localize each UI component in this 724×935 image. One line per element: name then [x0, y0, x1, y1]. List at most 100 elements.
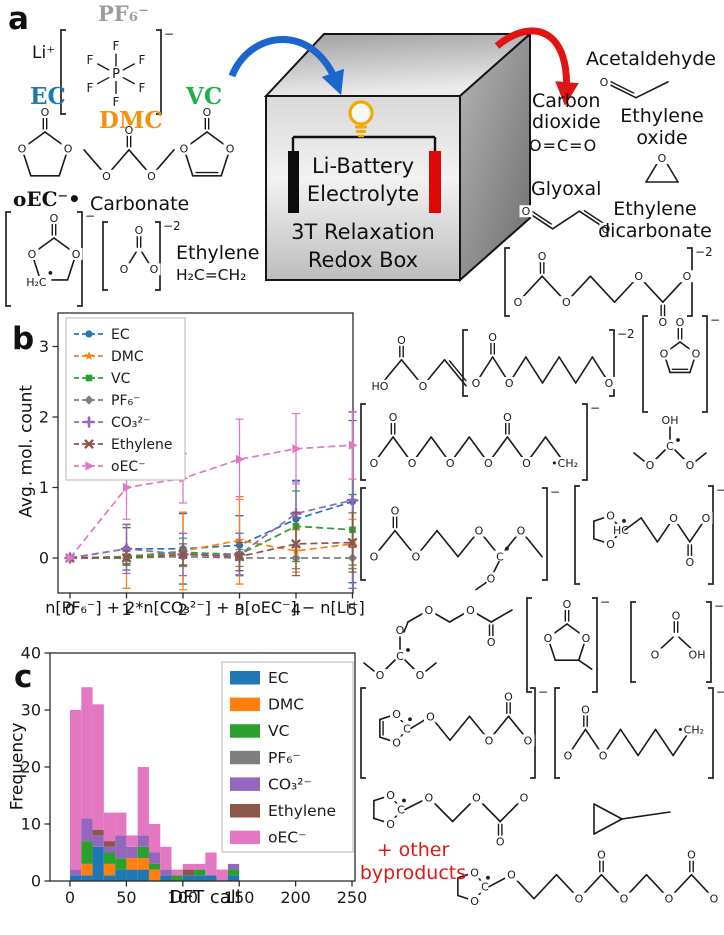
mol-ethylene-dicarbonate-dianion: −2O OO OOO: [504, 245, 713, 329]
mol-oEC-radical-anion: − O O O H₂C: [5, 209, 95, 307]
panel-b-series-VC: [66, 490, 357, 577]
svg-text:oEC⁻: oEC⁻: [111, 459, 146, 475]
svg-text:0: 0: [65, 600, 75, 619]
mol-vinylene-carbonate: O O O: [177, 106, 237, 177]
svg-text:O: O: [416, 669, 425, 682]
svg-text:O: O: [446, 457, 455, 470]
svg-text:O: O: [391, 505, 400, 518]
svg-text:O: O: [651, 648, 660, 661]
panel-c-axes: 0 10 20 30 40 0 50 100 150 200 250: [21, 644, 368, 908]
svg-text:50: 50: [116, 888, 136, 907]
svg-text:O: O: [472, 377, 481, 390]
svg-text:O: O: [646, 459, 655, 472]
svg-text:O: O: [538, 250, 547, 263]
svg-text:O: O: [28, 248, 37, 261]
svg-text:10: 10: [21, 815, 41, 834]
svg-text:OH: OH: [689, 648, 706, 661]
svg-text:O: O: [470, 866, 479, 879]
mol-vinylene-carbonate-anion: −OO O: [642, 313, 720, 413]
output-arrow: [494, 27, 579, 106]
svg-text:HC: HC: [613, 524, 629, 537]
svg-text:−: −: [164, 27, 174, 41]
svg-text:−: −: [716, 685, 724, 699]
svg-text:C: C: [403, 722, 411, 735]
panel-b-ylabel: Avg. mol. count: [16, 384, 37, 518]
svg-text:O: O: [562, 296, 571, 309]
box-text-line1: Li-Battery: [311, 154, 415, 178]
carbon-dioxide-label-line2: dioxide: [532, 111, 601, 133]
svg-text:O: O: [605, 377, 614, 390]
ethylene-formula: H₂C=CH₂: [176, 266, 247, 284]
panel-c-chart: 0 10 20 30 40 0 50 100 150 200 250 EC DMC VC PF₆⁻ CO₃²⁻…: [21, 644, 368, 908]
svg-text:O: O: [564, 749, 573, 762]
svg-text:O: O: [376, 669, 385, 682]
svg-text:O: O: [685, 556, 694, 569]
svg-text:O: O: [507, 869, 516, 882]
oec-species-label: oEC⁻•: [13, 187, 81, 211]
svg-text:100: 100: [168, 888, 199, 907]
svg-text:O: O: [102, 170, 111, 183]
svg-text:Ethylene: Ethylene: [111, 437, 172, 453]
svg-text:−: −: [600, 595, 610, 609]
svg-text:2: 2: [178, 600, 188, 619]
svg-text:250: 250: [337, 888, 368, 907]
panel-c-legend-entry-DMC: DMC: [230, 696, 304, 714]
box-text-line3: 3T Relaxation: [291, 220, 435, 244]
svg-text:•CH₂: •CH₂: [677, 723, 704, 736]
glyoxal-label: Glyoxal: [531, 178, 602, 200]
svg-text:O: O: [370, 457, 379, 470]
svg-text:O: O: [563, 598, 572, 611]
svg-text:HO: HO: [372, 380, 389, 393]
svg-text:CO₃²⁻: CO₃²⁻: [111, 415, 150, 431]
svg-text:O: O: [475, 525, 484, 538]
panel-b-chart: 0 1 2 3 0 1 2 3 4 5 EC DMC VC PF₆⁻ CO₃²⁻ Ethylene oEC⁻: [39, 312, 359, 619]
li-species-label: Li⁺: [32, 43, 56, 63]
svg-text:O: O: [524, 734, 533, 747]
svg-text:O: O: [470, 895, 479, 908]
svg-text:CO₃²⁻: CO₃²⁻: [268, 775, 312, 793]
panel-c-legend-entry-oEC⁻: oEC⁻: [230, 829, 306, 847]
svg-text:O: O: [620, 893, 629, 906]
mol-carbonate-dianion: −2 O O O: [102, 219, 181, 291]
svg-text:O: O: [120, 263, 129, 276]
svg-text:0: 0: [65, 888, 75, 907]
svg-text:F: F: [87, 53, 94, 67]
svg-text:5: 5: [347, 600, 357, 619]
carbon-dioxide-label-line1: Carbon: [532, 90, 601, 112]
svg-text:O: O: [41, 106, 50, 119]
panel-b-legend-entry-oEC⁻: oEC⁻: [74, 459, 146, 475]
electrode-positive: [429, 151, 441, 213]
svg-text:O: O: [575, 893, 584, 906]
ethylene-oxide-label-line2: oxide: [636, 127, 688, 149]
svg-text:F: F: [113, 39, 120, 53]
svg-text:DMC: DMC: [111, 349, 144, 365]
svg-text:P: P: [112, 67, 120, 82]
svg-text:C: C: [397, 804, 405, 817]
svg-text:O: O: [18, 143, 27, 156]
panel-b-legend-entry-CO₃²⁻: CO₃²⁻: [74, 415, 150, 431]
mol-butyl-radical-carbonate-anion: − O O O •CH₂: [554, 685, 724, 779]
svg-text:O: O: [396, 624, 405, 637]
electrode-negative: [288, 151, 299, 213]
svg-text:O: O: [659, 316, 668, 329]
dmc-species-label: DMC: [99, 107, 163, 134]
ethylene-oxide-label-line1: Ethylene: [620, 105, 704, 127]
svg-text:O: O: [419, 380, 428, 393]
svg-text:O: O: [597, 849, 606, 862]
svg-text:−2: −2: [163, 219, 181, 233]
svg-text:O: O: [599, 749, 608, 762]
input-arrow: [228, 36, 345, 96]
svg-text:O: O: [386, 818, 395, 831]
co2-formula: O=C=O: [529, 136, 598, 155]
svg-text:O: O: [687, 849, 696, 862]
svg-text:O: O: [505, 377, 514, 390]
svg-text:20: 20: [21, 758, 41, 777]
svg-text:O: O: [392, 708, 401, 721]
bulb-icon: [348, 100, 374, 138]
svg-text:O: O: [370, 551, 379, 564]
svg-text:O: O: [522, 205, 531, 218]
